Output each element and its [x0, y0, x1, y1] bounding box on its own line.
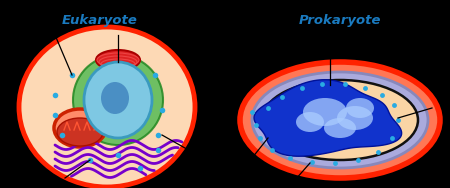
- Ellipse shape: [252, 72, 428, 168]
- Text: Prokaryote: Prokaryote: [299, 14, 381, 27]
- Ellipse shape: [303, 98, 347, 126]
- Ellipse shape: [84, 62, 152, 138]
- Polygon shape: [254, 80, 402, 156]
- Ellipse shape: [296, 112, 324, 132]
- Ellipse shape: [262, 80, 418, 160]
- Ellipse shape: [105, 69, 131, 91]
- Ellipse shape: [324, 118, 356, 138]
- Ellipse shape: [346, 98, 374, 118]
- Text: Eukaryote: Eukaryote: [62, 14, 138, 27]
- Ellipse shape: [73, 55, 163, 145]
- Ellipse shape: [101, 82, 129, 114]
- Ellipse shape: [19, 27, 195, 187]
- Ellipse shape: [54, 109, 106, 147]
- Ellipse shape: [96, 50, 140, 70]
- Ellipse shape: [84, 66, 152, 134]
- Ellipse shape: [240, 62, 440, 178]
- Ellipse shape: [337, 106, 373, 130]
- Ellipse shape: [100, 98, 140, 126]
- Ellipse shape: [57, 118, 103, 146]
